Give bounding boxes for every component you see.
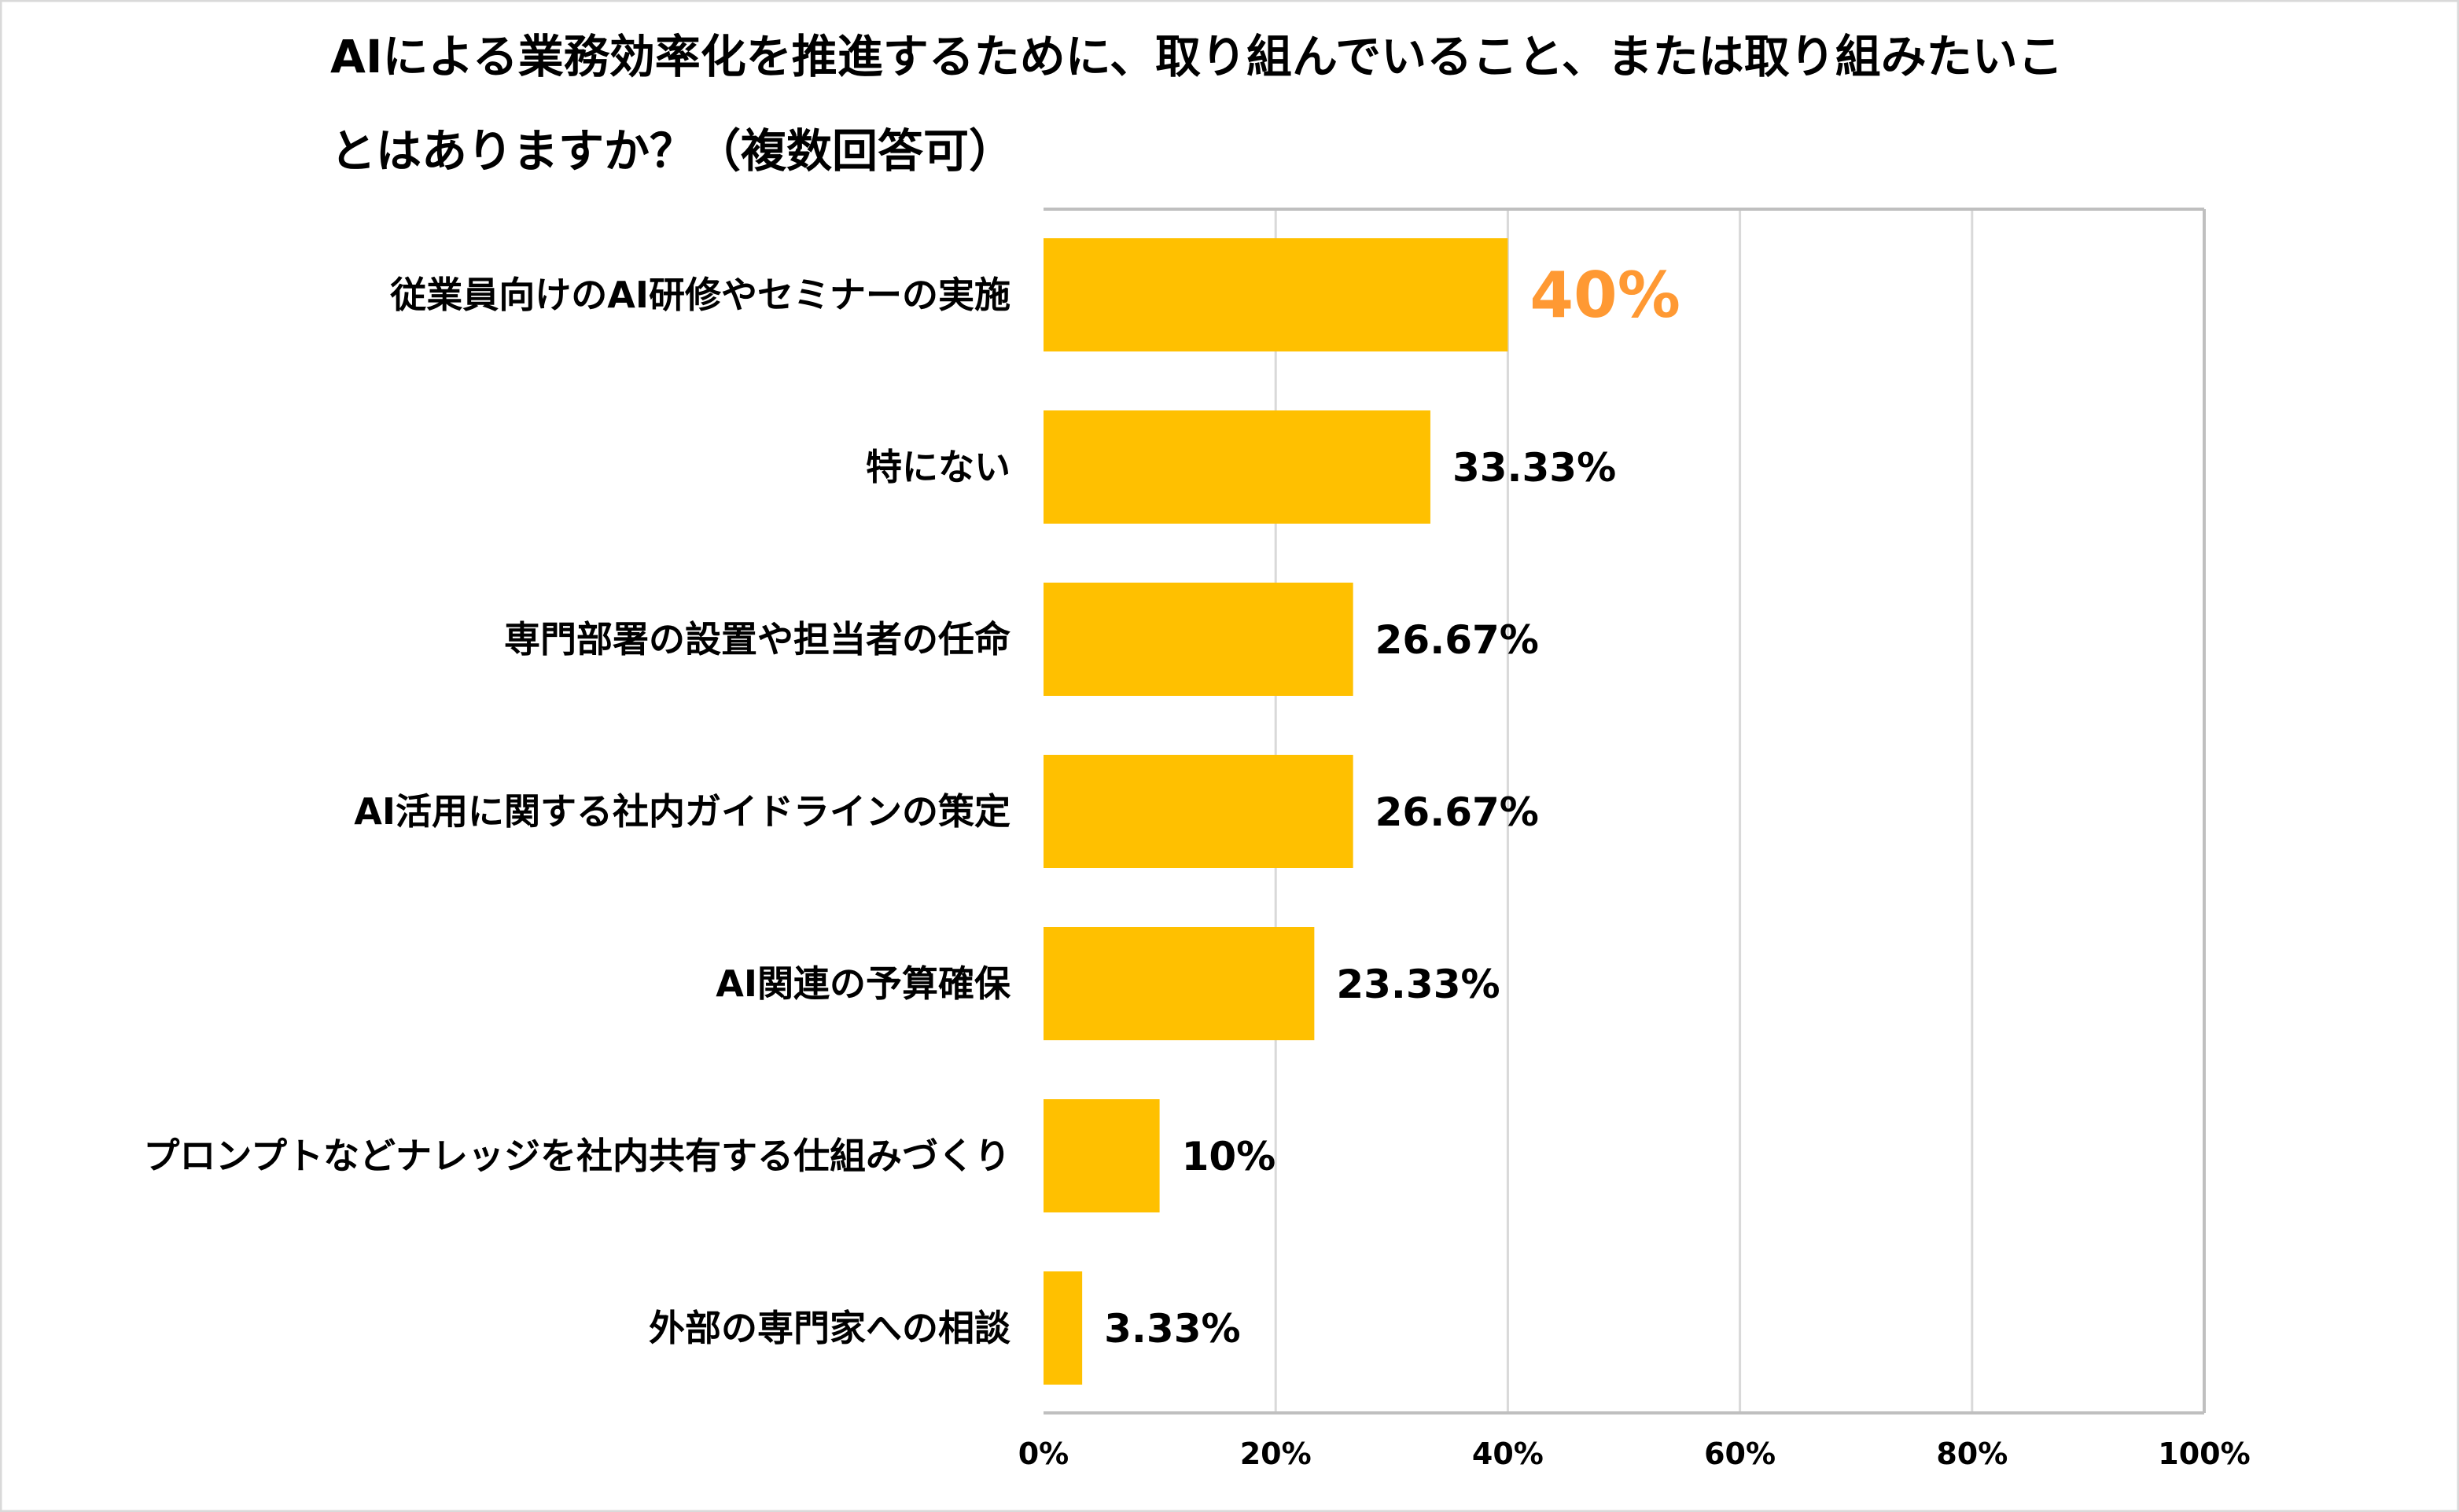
- data-label: 26.67%: [1375, 789, 1539, 835]
- data-label: 23.33%: [1336, 962, 1500, 1007]
- chart-title-line-1: AIによる業務効率化を推進するために、取り組んでいること、または取り組みたいこ: [330, 30, 2063, 83]
- bar: [1044, 755, 1353, 868]
- x-tick-label: 40%: [1472, 1437, 1544, 1471]
- category-label: AI関連の予算確保: [716, 962, 1011, 1005]
- x-tick-label: 20%: [1240, 1437, 1312, 1471]
- category-label: AI活用に関する社内ガイドラインの策定: [354, 790, 1010, 833]
- chart-title-line-2: とはありますか？（複数回答可）: [330, 124, 1014, 178]
- bar: [1044, 927, 1315, 1040]
- x-tick-label: 0%: [1018, 1437, 1069, 1471]
- bar: [1044, 1099, 1160, 1212]
- data-label: 40%: [1530, 259, 1680, 332]
- bar: [1044, 583, 1353, 696]
- category-label: 専門部署の設置や担当者の任命: [504, 618, 1010, 660]
- category-label: 外部の専門家への相談: [649, 1307, 1010, 1349]
- category-label: プロンプトなどナレッジを社内共有する仕組みづくり: [143, 1135, 1010, 1177]
- data-label: 26.67%: [1375, 617, 1539, 663]
- category-label: 特にない: [866, 446, 1010, 488]
- bar: [1044, 238, 1508, 351]
- data-label: 10%: [1182, 1134, 1276, 1179]
- bar: [1044, 410, 1430, 524]
- x-tick-label: 80%: [1936, 1437, 2008, 1471]
- x-tick-label: 60%: [1704, 1437, 1776, 1471]
- bar: [1044, 1271, 1083, 1385]
- category-label: 従業員向けのAI研修やセミナーの実施: [389, 274, 1010, 316]
- data-label: 33.33%: [1452, 445, 1616, 491]
- x-tick-label: 100%: [2158, 1437, 2250, 1471]
- data-label: 3.33%: [1104, 1306, 1240, 1352]
